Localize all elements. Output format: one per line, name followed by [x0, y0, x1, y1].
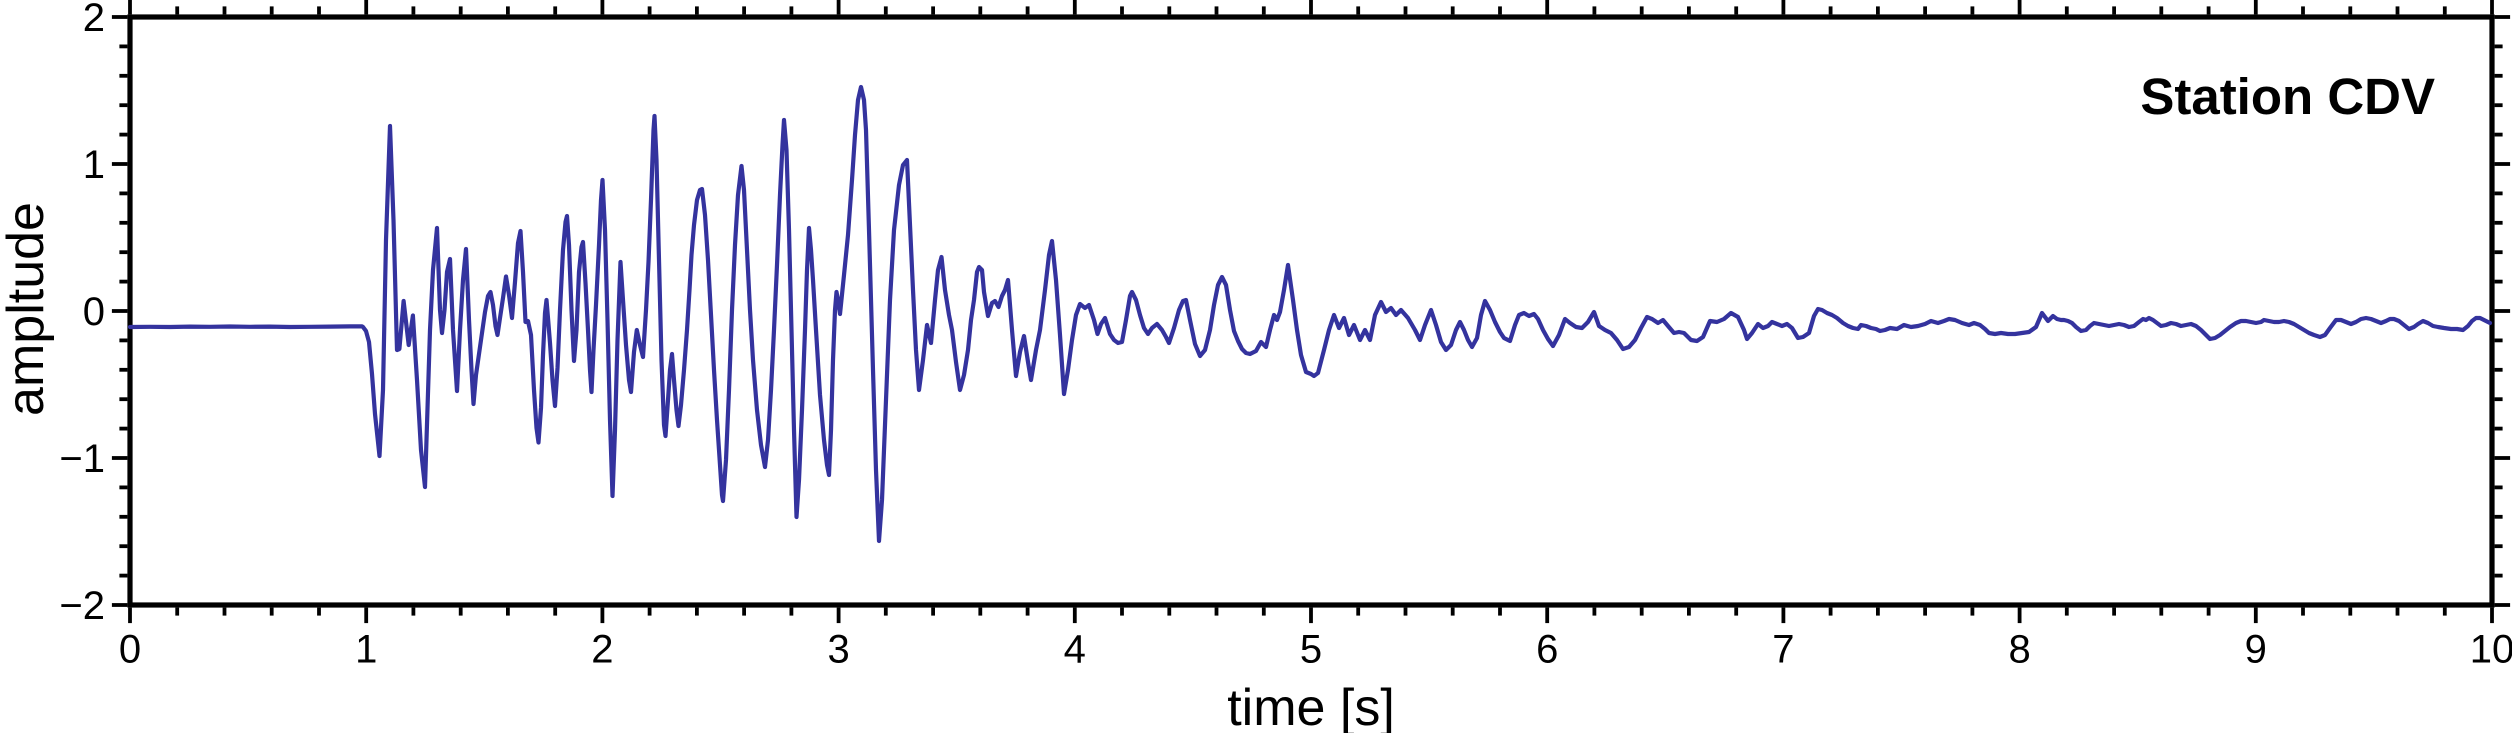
svg-text:10: 10: [2470, 628, 2512, 672]
svg-text:0: 0: [83, 290, 105, 334]
svg-text:−2: −2: [59, 584, 105, 628]
svg-text:5: 5: [1300, 628, 1322, 672]
svg-text:ampltude: ampltude: [0, 202, 55, 416]
svg-text:Station CDV: Station CDV: [2140, 68, 2435, 125]
svg-text:6: 6: [1536, 628, 1558, 672]
svg-text:1: 1: [355, 628, 377, 672]
svg-text:7: 7: [1772, 628, 1794, 672]
svg-text:−1: −1: [59, 437, 105, 481]
svg-text:time [s]: time [s]: [1227, 679, 1395, 733]
svg-text:2: 2: [591, 628, 613, 672]
svg-text:1: 1: [83, 143, 105, 187]
svg-text:0: 0: [119, 628, 141, 672]
svg-text:4: 4: [1064, 628, 1086, 672]
svg-text:2: 2: [83, 0, 105, 40]
svg-text:3: 3: [827, 628, 849, 672]
svg-text:8: 8: [2008, 628, 2030, 672]
svg-text:9: 9: [2245, 628, 2267, 672]
